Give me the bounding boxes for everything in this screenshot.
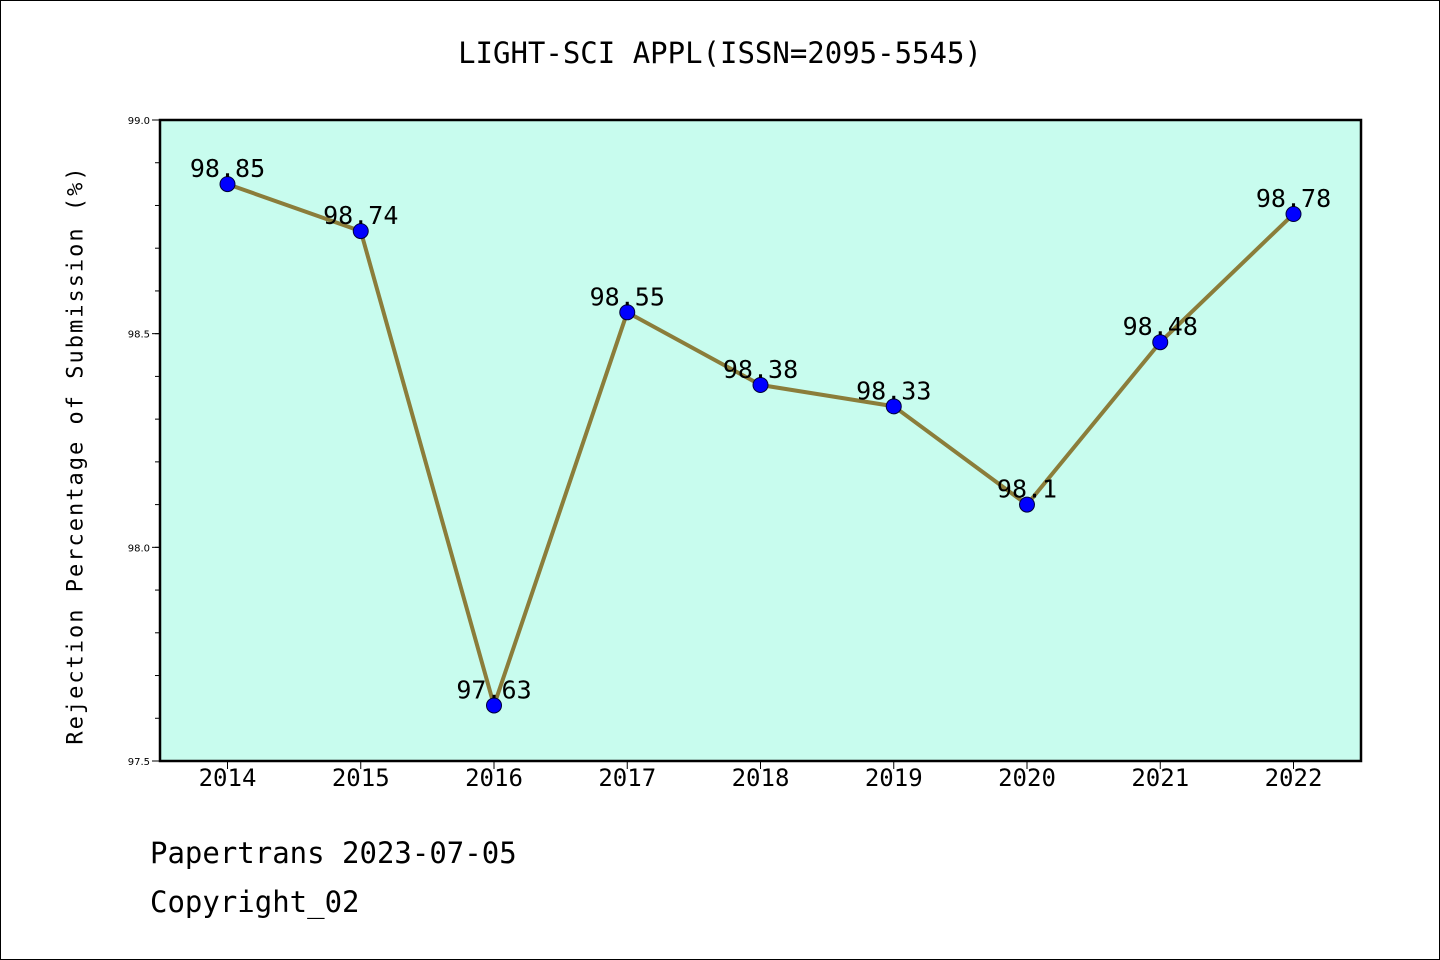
x-tick-label: 2020 <box>998 764 1056 792</box>
chart-title: LIGHT-SCI APPL(ISSN=2095-5545) <box>458 36 982 70</box>
data-point <box>219 176 236 193</box>
data-label: 98.48 <box>1123 312 1198 341</box>
data-label: 98.55 <box>590 282 665 311</box>
data-point <box>1019 496 1035 513</box>
x-tick-label: 2022 <box>1265 764 1323 792</box>
data-labels: 98.85 98.74 97.63 98.55 98.38 98.33 98.1 98.48 9… <box>190 154 1331 704</box>
data-label: 98.78 <box>1256 184 1331 213</box>
data-label: 98.1 <box>997 475 1057 504</box>
x-tick-label: 2018 <box>732 764 790 792</box>
data-point <box>752 376 769 393</box>
y-tick-label: 98.0 <box>128 543 150 554</box>
x-tick-label: 2016 <box>465 764 523 792</box>
x-tick-label: 2014 <box>199 764 257 792</box>
footer-copyright: Copyright_02 <box>150 885 360 919</box>
data-label: 97.63 <box>456 675 531 704</box>
axis-ticks: 97.5 98.0 98.5 99.0 2014 2015 2016 2017 2018 2019… <box>128 116 1323 792</box>
data-point <box>1285 206 1302 223</box>
footer-date: Papertrans 2023-07-05 <box>150 836 517 870</box>
data-point <box>619 304 636 321</box>
data-label: 98.38 <box>723 355 798 384</box>
data-label: 98.74 <box>323 201 398 230</box>
x-tick-label: 2021 <box>1131 764 1189 792</box>
x-tick-label: 2017 <box>598 764 656 792</box>
y-tick-label: 97.5 <box>128 757 150 768</box>
x-tick-label: 2015 <box>332 764 390 792</box>
x-tick-label: 2019 <box>865 764 923 792</box>
y-tick-label: 98.5 <box>128 330 150 341</box>
plot-border <box>158 118 1363 763</box>
series-markers <box>219 176 1302 714</box>
data-label: 98.85 <box>190 154 265 183</box>
data-point <box>885 398 902 415</box>
data-point <box>352 223 369 240</box>
y-tick-label: 99.0 <box>128 116 150 127</box>
data-point <box>486 697 502 714</box>
data-point <box>1152 334 1169 351</box>
data-label: 98.33 <box>856 376 931 405</box>
